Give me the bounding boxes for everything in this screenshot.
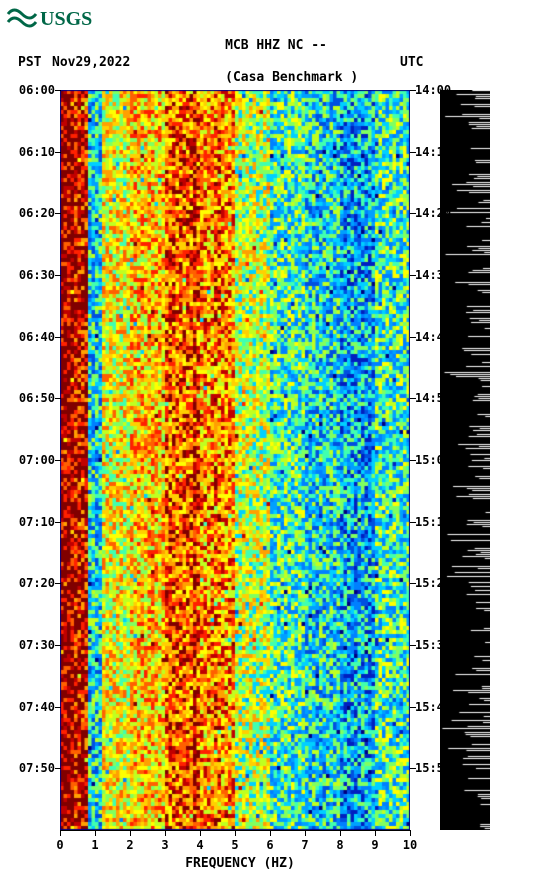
y-tick-label-left: 06:20 [10, 206, 55, 220]
y-tick-label-left: 07:30 [10, 638, 55, 652]
x-tick-mark [235, 830, 236, 836]
y-tick-mark-left [55, 90, 61, 91]
y-tick-label-right: 15:40 [415, 700, 460, 714]
y-tick-mark-left [55, 213, 61, 214]
y-tick-mark-left [55, 522, 61, 523]
usgs-logo-svg: USGS [6, 4, 106, 32]
x-tick-mark [375, 830, 376, 836]
x-tick-mark [305, 830, 306, 836]
y-tick-mark-left [55, 398, 61, 399]
y-tick-mark-left [55, 707, 61, 708]
y-tick-mark-left [55, 152, 61, 153]
x-tick-mark [165, 830, 166, 836]
y-tick-mark-left [55, 337, 61, 338]
y-tick-mark-left [55, 460, 61, 461]
y-tick-mark-left [55, 645, 61, 646]
y-tick-label-right: 14:40 [415, 330, 460, 344]
x-tick-mark [130, 830, 131, 836]
y-tick-label-right: 15:20 [415, 576, 460, 590]
y-tick-label-left: 06:00 [10, 83, 55, 97]
y-tick-label-left: 06:30 [10, 268, 55, 282]
x-tick-mark [340, 830, 341, 836]
x-tick-label: 0 [50, 838, 70, 852]
y-tick-label-left: 06:50 [10, 391, 55, 405]
x-tick-label: 3 [155, 838, 175, 852]
y-tick-label-right: 15:30 [415, 638, 460, 652]
x-tick-label: 4 [190, 838, 210, 852]
y-tick-label-right: 14:30 [415, 268, 460, 282]
x-tick-mark [410, 830, 411, 836]
x-tick-label: 7 [295, 838, 315, 852]
utc-label: UTC [400, 55, 423, 70]
x-tick-label: 1 [85, 838, 105, 852]
x-tick-label: 5 [225, 838, 245, 852]
y-tick-label-right: 14:00 [415, 83, 460, 97]
y-tick-label-left: 07:50 [10, 761, 55, 775]
y-tick-label-left: 07:00 [10, 453, 55, 467]
y-tick-mark-left [55, 768, 61, 769]
x-tick-mark [95, 830, 96, 836]
x-tick-label: 8 [330, 838, 350, 852]
y-tick-label-left: 06:10 [10, 145, 55, 159]
chart-title: MCB HHZ NC -- [0, 38, 552, 53]
y-tick-label-left: 07:40 [10, 700, 55, 714]
title-line1: MCB HHZ NC -- [0, 38, 552, 53]
spectrogram-canvas [60, 90, 410, 830]
x-tick-mark [270, 830, 271, 836]
x-tick-label: 9 [365, 838, 385, 852]
x-tick-label: 2 [120, 838, 140, 852]
y-tick-mark-left [55, 275, 61, 276]
x-tick-label: 6 [260, 838, 280, 852]
y-tick-label-left: 07:10 [10, 515, 55, 529]
y-tick-label-left: 06:40 [10, 330, 55, 344]
y-tick-label-right: 15:00 [415, 453, 460, 467]
y-tick-label-right: 15:10 [415, 515, 460, 529]
y-tick-label-left: 07:20 [10, 576, 55, 590]
page-root: USGS MCB HHZ NC -- PST Nov29,2022 (Casa … [0, 0, 552, 893]
y-tick-label-right: 15:50 [415, 761, 460, 775]
x-axis-label: FREQUENCY (HZ) [0, 856, 552, 871]
y-tick-label-right: 14:10 [415, 145, 460, 159]
usgs-logo: USGS [6, 4, 106, 32]
x-tick-label: 10 [400, 838, 420, 852]
x-tick-mark [60, 830, 61, 836]
y-tick-label-right: 14:20 [415, 206, 460, 220]
x-tick-mark [200, 830, 201, 836]
y-tick-mark-left [55, 583, 61, 584]
y-tick-label-right: 14:50 [415, 391, 460, 405]
svg-text:USGS: USGS [40, 8, 92, 30]
